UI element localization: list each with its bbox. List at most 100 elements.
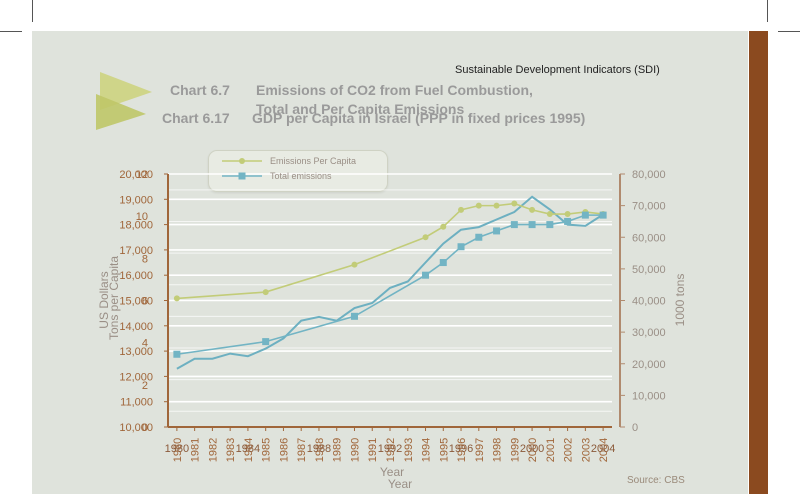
y-tick-label-left: 14,000: [119, 321, 153, 333]
y-tick-label-left: 11,000: [120, 397, 153, 409]
x-tick-label: 2002: [563, 438, 575, 462]
data-point-emissions-per-capita: [458, 206, 465, 213]
y-tick-label-right: 40,000: [632, 296, 666, 308]
data-point-total-emissions: [173, 350, 181, 358]
x-tick-label: 1980: [172, 438, 184, 462]
arrow-shape-front: [96, 94, 146, 130]
y-tick-label-left-secondary: 4: [142, 338, 148, 350]
y-tick-label-right: 50,000: [632, 264, 666, 276]
data-point-total-emissions: [350, 312, 358, 320]
data-point-emissions-per-capita: [173, 295, 180, 302]
y-tick-label-right: 80,000: [632, 169, 666, 181]
chart-panel: [32, 31, 748, 494]
data-point-emissions-per-capita: [493, 202, 500, 209]
x-tick-label: 1987: [296, 438, 308, 462]
x-tick-label: 2004: [598, 438, 610, 462]
y-tick-label-left: 19,000: [119, 194, 153, 206]
data-point-total-emissions: [564, 217, 572, 225]
y-tick-label-right: 10,000: [632, 390, 666, 402]
data-point-emissions-per-capita: [422, 234, 429, 241]
x-tick-label: 1988: [314, 438, 326, 462]
x-tick-label: 1992: [385, 438, 397, 462]
x-tick-label: 2001: [545, 438, 557, 462]
data-point-emissions-per-capita: [511, 200, 518, 207]
data-point-total-emissions: [528, 221, 536, 229]
x-tick-label: 1993: [403, 438, 415, 462]
y-tick-label-right: 70,000: [632, 201, 666, 213]
data-point-emissions-per-capita: [351, 261, 358, 268]
x-tick-label-secondary: 1992: [378, 443, 402, 455]
crop-mark-right: [778, 31, 800, 32]
side-accent-bar: [749, 31, 768, 494]
x-tick-label: 1981: [190, 438, 202, 462]
data-point-total-emissions: [510, 221, 518, 229]
legend-label-total-emissions: Total emissions: [270, 171, 332, 181]
x-tick-label: 1999: [509, 438, 521, 462]
x-tick-label: 1982: [207, 438, 219, 462]
y-tick-label-right: 20,000: [632, 359, 666, 371]
x-tick-label-secondary: 1988: [307, 443, 331, 455]
data-point-emissions-per-capita: [546, 211, 553, 218]
y-tick-label-left-secondary: 12: [136, 169, 148, 181]
data-point-emissions-per-capita: [475, 202, 482, 209]
x-tick-label-secondary: 1996: [449, 443, 473, 455]
series-line-gdp: [176, 195, 604, 370]
x-tick-label: 1985: [261, 438, 273, 462]
data-point-emissions-per-capita: [440, 223, 447, 230]
x-tick-label: 1984: [243, 438, 255, 462]
x-tick-label-secondary: 1980: [165, 443, 189, 455]
data-point-total-emissions: [262, 338, 270, 346]
y-tick-label-left: 15,000: [119, 296, 153, 308]
data-point-total-emissions: [581, 211, 589, 219]
chart-b-title: GDP per Capita in Israel (PPP in fixed p…: [252, 110, 586, 126]
y-tick-label-left: 17,000: [119, 245, 153, 257]
series-line-emissions-per-capita: [176, 202, 604, 300]
x-tick-label: 1989: [332, 438, 344, 462]
legend-box: [208, 150, 388, 192]
y-tick-label-left-secondary: 6: [142, 296, 148, 308]
x-tick-label: 1997: [474, 438, 486, 462]
legend-marker-total-emissions: [238, 172, 246, 180]
x-tick-label: 2000: [527, 438, 539, 462]
x-tick-label: 1996: [456, 438, 468, 462]
x-axis-title: Year: [380, 465, 404, 479]
y-tick-label-left: 10,000: [119, 422, 153, 434]
x-tick-label-secondary: 2004: [591, 443, 615, 455]
data-point-total-emissions: [475, 233, 483, 241]
x-tick-label: 1991: [367, 438, 379, 462]
chart-a-title-line1: Emissions of CO2 from Fuel Combustion,: [256, 82, 533, 98]
data-point-total-emissions: [457, 243, 465, 251]
y-tick-label-left: 18,000: [119, 220, 153, 232]
header-title: Sustainable Development Indicators (SDI): [455, 64, 660, 76]
x-tick-label: 2003: [580, 438, 592, 462]
y-axis-title-right: 1000 tons: [673, 274, 687, 327]
x-tick-label: 1994: [421, 438, 433, 462]
y-tick-label-left: 20,000: [119, 169, 153, 181]
legend-label-emissions-per-capita: Emissions Per Capita: [270, 156, 356, 166]
chart-a-number: Chart 6.7: [170, 82, 230, 98]
y-tick-label-left-secondary: 8: [142, 253, 148, 265]
chart-a-title-line2: Total and Per Capita Emissions: [256, 101, 465, 117]
x-axis-title-secondary: Year: [388, 477, 412, 491]
x-tick-label: 1986: [278, 438, 290, 462]
source-note: Source: CBS: [627, 475, 685, 486]
y-tick-label-left: 12,000: [119, 371, 153, 383]
y-axis-title-left: US Dollars: [97, 271, 111, 328]
crop-mark-left: [0, 31, 22, 32]
y-tick-label-right: 60,000: [632, 232, 666, 244]
legend-marker-emissions-per-capita: [239, 158, 245, 164]
x-tick-label: 1995: [438, 438, 450, 462]
crop-mark-top-left: [32, 0, 33, 22]
y-tick-label-right: 30,000: [632, 327, 666, 339]
y-axis-title-left-secondary: Tons per Capita: [107, 256, 121, 340]
x-tick-label: 1998: [492, 438, 504, 462]
y-tick-label-left-secondary: 0: [142, 422, 148, 434]
y-tick-label-left-secondary: 10: [136, 211, 148, 223]
data-point-total-emissions: [546, 221, 554, 229]
data-point-total-emissions: [422, 271, 430, 279]
data-point-emissions-per-capita: [564, 211, 571, 218]
data-point-total-emissions: [493, 227, 501, 235]
arrow-shape-back: [100, 72, 152, 110]
data-point-emissions-per-capita: [262, 289, 269, 296]
y-tick-label-left: 16,000: [119, 270, 153, 282]
